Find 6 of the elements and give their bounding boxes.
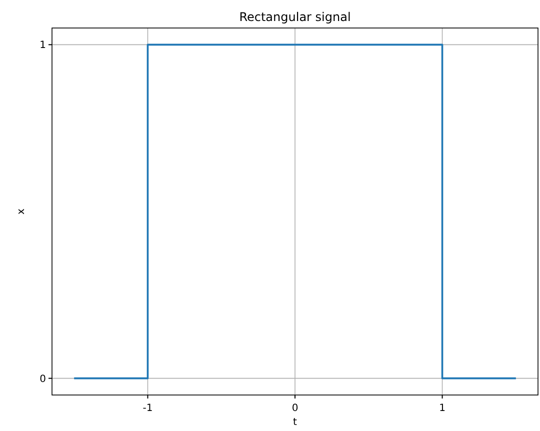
- x-axis-title: t: [293, 417, 298, 428]
- x-tick-label: -1: [142, 403, 153, 414]
- x-tick-label: 1: [439, 403, 446, 414]
- x-tick-label: 0: [292, 403, 298, 414]
- y-axis-title: x: [16, 208, 27, 214]
- chart-title: Rectangular signal: [239, 10, 351, 24]
